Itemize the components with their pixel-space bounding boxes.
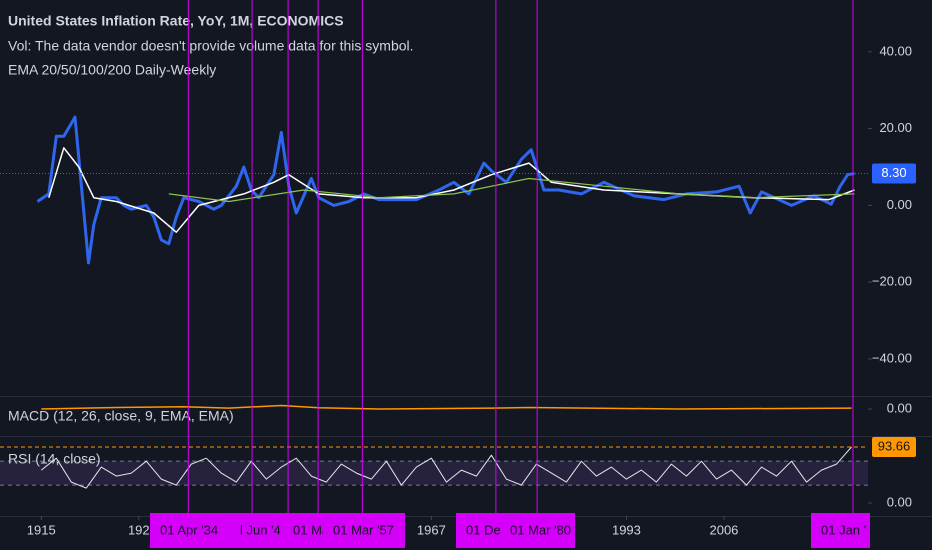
y-tick-label: −20.00 bbox=[872, 274, 912, 289]
marker-label-box bbox=[323, 513, 405, 548]
y-tick-label: 0.00 bbox=[887, 494, 912, 509]
series-line bbox=[168, 177, 855, 203]
rsi-band bbox=[0, 461, 868, 486]
x-tick-label: 1993 bbox=[612, 522, 641, 537]
x-tick-label: 1967 bbox=[417, 522, 446, 537]
series-line bbox=[36, 115, 855, 265]
indicator-label: EMA 20/50/100/200 Daily-Weekly bbox=[8, 62, 216, 78]
marker-label: 01 Mar '80 bbox=[510, 522, 571, 537]
last-value-label: 8.30 bbox=[881, 165, 906, 180]
pane-title: MACD (12, 26, close, 9, EMA, EMA) bbox=[8, 408, 234, 424]
marker-label: 01 Apr '34 bbox=[160, 522, 218, 537]
pane-title: RSI (14, close) bbox=[8, 451, 101, 467]
marker-label: 01 Jan ' bbox=[821, 522, 866, 537]
marker-label-box bbox=[230, 513, 283, 548]
y-tick-label: −40.00 bbox=[872, 350, 912, 365]
marker-label-box bbox=[811, 513, 870, 548]
last-value-box bbox=[872, 436, 916, 457]
y-tick-label: 0.00 bbox=[887, 400, 912, 415]
x-tick-label: 192 bbox=[128, 522, 150, 537]
marker-label: 01 Ma bbox=[293, 522, 330, 537]
y-tick-label: 40.00 bbox=[879, 43, 912, 58]
x-tick-label: 2006 bbox=[709, 522, 738, 537]
last-value-label: 93.66 bbox=[878, 438, 911, 453]
marker-label: 01 De bbox=[466, 522, 501, 537]
marker-label: 01 Mar '57 bbox=[333, 522, 394, 537]
subtitle: Vol: The data vendor doesn't provide vol… bbox=[8, 38, 414, 54]
y-tick-label: 0.00 bbox=[887, 197, 912, 212]
series-line bbox=[40, 446, 852, 489]
x-tick-label: 1915 bbox=[27, 522, 56, 537]
marker-label-box bbox=[150, 513, 230, 548]
marker-label-box bbox=[283, 513, 323, 548]
marker-label-box bbox=[500, 513, 575, 548]
chart-title: United States Inflation Rate, YoY, 1M, E… bbox=[8, 13, 344, 29]
marker-label-box bbox=[456, 513, 500, 548]
last-value-box bbox=[872, 163, 916, 184]
marker-label: l Jun '4 bbox=[240, 522, 281, 537]
series-line bbox=[48, 147, 855, 233]
series-line bbox=[41, 404, 852, 410]
y-tick-label: 20.00 bbox=[879, 120, 912, 135]
